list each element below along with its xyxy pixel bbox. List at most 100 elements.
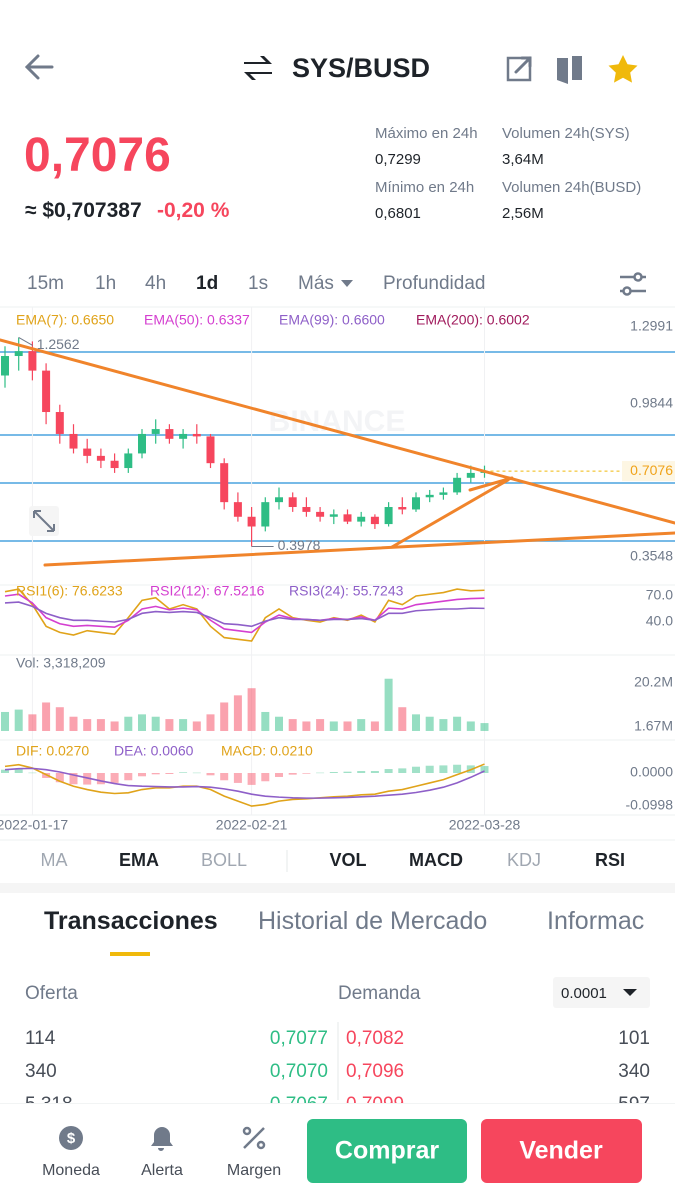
legend-entry: RSI3(24): 55.7243 xyxy=(289,583,404,599)
nav-label[interactable]: Alerta xyxy=(141,1162,183,1179)
macd-bar xyxy=(370,771,379,773)
indicator-tab[interactable]: BOLL xyxy=(201,850,247,870)
indicator-tab[interactable]: KDJ xyxy=(507,850,541,870)
volume-bar xyxy=(110,721,119,731)
macd-bar xyxy=(384,769,393,773)
interval-tab[interactable]: 1d xyxy=(196,273,219,294)
indicator-tab[interactable]: VOL xyxy=(329,850,366,870)
stat-value: 3,64M xyxy=(502,151,544,168)
bid-price: 0,7070 xyxy=(269,1061,328,1082)
macd-bar xyxy=(206,773,215,776)
buy-button[interactable] xyxy=(307,1119,467,1183)
y-tick-label: 1.67M xyxy=(634,718,673,734)
marks: 2022-01-17 2022-02-21 2022-03-28 1.2991 0.98… xyxy=(0,312,675,870)
interval-tab[interactable]: Profundidad xyxy=(383,273,486,294)
volume-bar xyxy=(124,716,133,731)
volume-bar xyxy=(329,721,338,731)
last-price: 0,7076 xyxy=(24,129,171,182)
y-tick-label: 1.2991 xyxy=(630,318,673,334)
stat-label: Máximo en 24h xyxy=(375,125,478,142)
macd-bar xyxy=(343,771,352,773)
interval-tab[interactable]: 1s xyxy=(248,273,269,294)
legend-entry: EMA(50): 0.6337 xyxy=(144,312,250,328)
indicator-tab[interactable]: EMA xyxy=(119,850,159,870)
bid-qty: 114 xyxy=(25,1028,56,1049)
candle-body xyxy=(42,370,51,413)
last-price-tag xyxy=(622,461,675,482)
nav-label[interactable]: Moneda xyxy=(42,1162,100,1179)
bid-header: Oferta xyxy=(25,983,78,1004)
stat-value: 0,6801 xyxy=(375,205,421,222)
volume-bar xyxy=(165,719,174,731)
macd-bar xyxy=(302,773,311,774)
macd-bar xyxy=(439,765,448,773)
interval-tab[interactable]: 1h xyxy=(95,273,117,294)
legend-entry: EMA(99): 0.6600 xyxy=(279,312,385,328)
nav-label[interactable]: Margen xyxy=(226,1162,282,1179)
y-tick-label: 40.0 xyxy=(646,613,673,629)
x-tick-label: 2022-01-17 xyxy=(0,817,68,833)
indicator-tab[interactable]: MA xyxy=(41,850,68,870)
pair: SYS/BUSD xyxy=(292,53,431,83)
macd-bar xyxy=(83,773,92,785)
sell-label[interactable]: Vender xyxy=(519,1137,603,1165)
interval-tab[interactable]: 15m xyxy=(27,273,64,294)
indicator-tab[interactable]: MACD xyxy=(409,850,463,870)
stat-value: 2,56M xyxy=(502,205,544,222)
macd-bar xyxy=(1,769,9,773)
usd-price: ≈ $0,707387 xyxy=(25,199,142,222)
indicator-tab[interactable]: RSI xyxy=(595,850,625,870)
macd-bar xyxy=(316,772,325,774)
volume-bar xyxy=(42,702,51,731)
header-icons[interactable] xyxy=(24,54,532,82)
swap-icon[interactable] xyxy=(244,56,272,80)
interval-tab[interactable]: 4h xyxy=(145,273,167,294)
volume-bar xyxy=(370,721,379,731)
candle-body xyxy=(83,448,92,456)
volume-bar xyxy=(206,714,215,731)
volume-bar xyxy=(466,721,475,731)
candle-body xyxy=(439,492,448,495)
macd-line xyxy=(4,767,485,799)
macd-bar xyxy=(275,773,283,777)
section-tab[interactable]: Informac xyxy=(547,907,645,935)
volume-bar xyxy=(316,719,325,731)
precision-select[interactable] xyxy=(553,977,650,1008)
stat-label: Volumen 24h(BUSD) xyxy=(502,179,642,196)
expand-icon[interactable] xyxy=(29,506,59,536)
volume-bar xyxy=(275,716,283,731)
volume-bar xyxy=(14,709,23,731)
nav-icons[interactable]: $ xyxy=(59,1126,266,1151)
candle-body xyxy=(370,516,379,525)
volume-bar xyxy=(179,719,188,731)
favorite-star[interactable] xyxy=(608,55,638,83)
volume-bar xyxy=(220,702,229,731)
macd-bar xyxy=(220,773,229,781)
rsi-line xyxy=(4,593,485,634)
macd-bar xyxy=(357,771,366,773)
legend-entry: RSI1(6): 76.6233 xyxy=(16,583,123,599)
volume-bar xyxy=(398,707,407,731)
macd-bar xyxy=(480,766,489,773)
compare-icon[interactable] xyxy=(557,56,582,84)
buy-label[interactable]: Comprar xyxy=(335,1137,439,1165)
macd-bar xyxy=(179,772,188,773)
x-tick-label: 2022-03-28 xyxy=(449,817,521,833)
candle-body xyxy=(165,429,174,439)
section-tab[interactable]: Historial de Mercado xyxy=(258,907,488,935)
precision[interactable]: 0.0001 xyxy=(561,985,607,1002)
section-tab[interactable]: Transacciones xyxy=(44,907,218,935)
ask-price: 0,7082 xyxy=(346,1028,405,1049)
stat-label: Mínimo en 24h xyxy=(375,179,475,196)
stat-label: Volumen 24h(SYS) xyxy=(502,125,630,142)
candle-body xyxy=(14,351,23,357)
settings-icon[interactable] xyxy=(620,272,646,296)
legend-entry: Vol: 3,318,209 xyxy=(16,655,106,671)
interval-tab[interactable]: Más xyxy=(298,273,334,294)
candle-body xyxy=(398,507,407,510)
volume-bar xyxy=(69,716,78,731)
sell-button[interactable] xyxy=(481,1119,642,1183)
precision-caret xyxy=(623,989,637,996)
